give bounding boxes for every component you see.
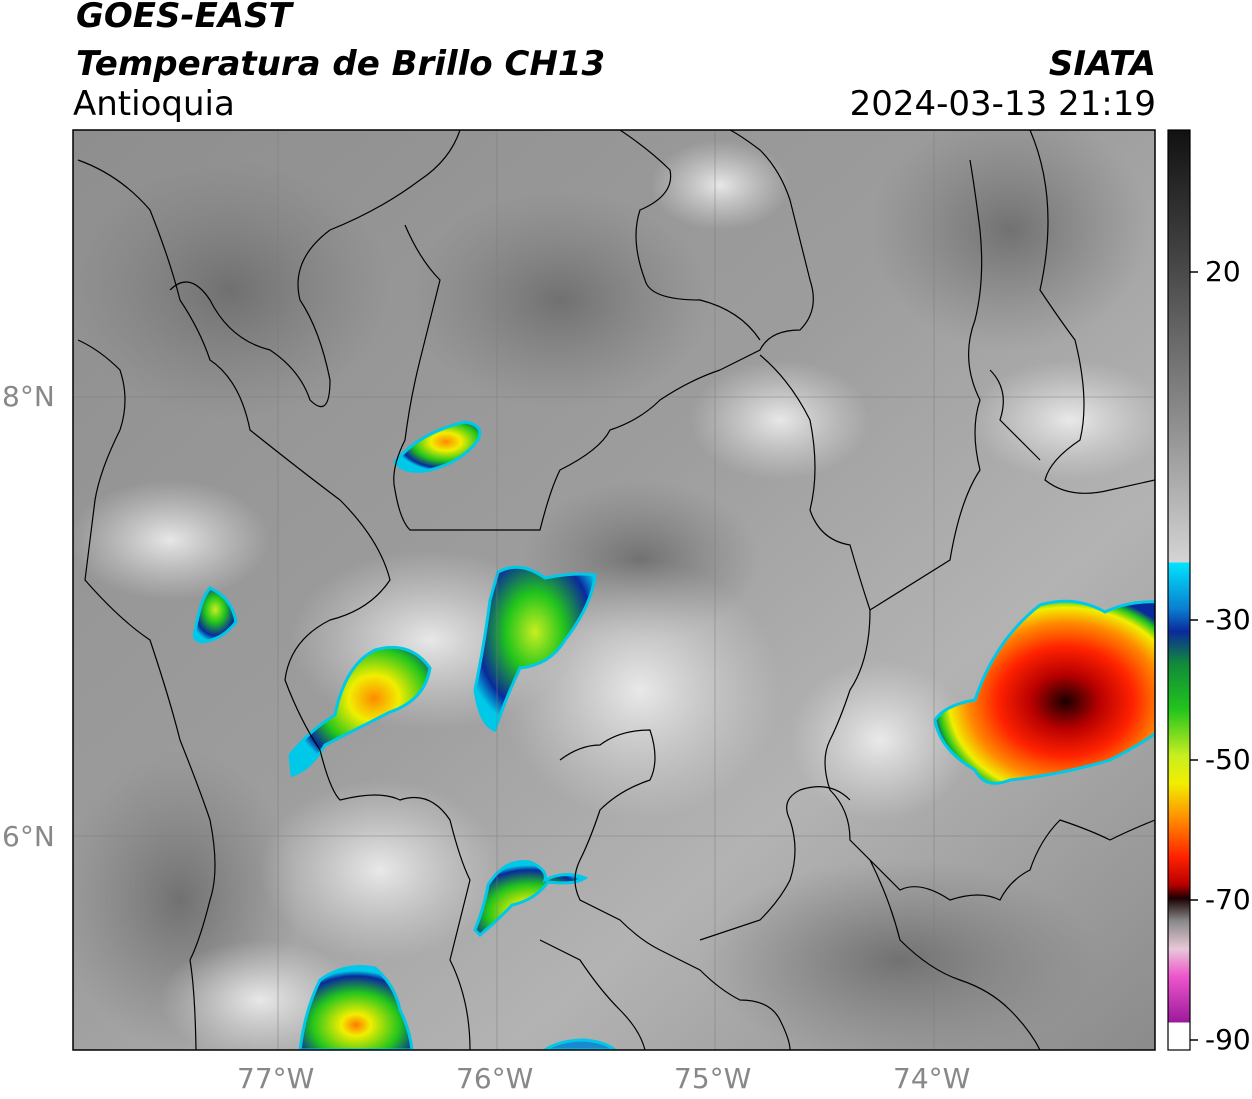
lon-label-77W: 77°W: [237, 1062, 315, 1095]
storm-cell-midwest: [288, 645, 432, 777]
timestamp-label: 2024-03-13 21:19: [849, 84, 1156, 124]
lon-label-74W: 74°W: [893, 1062, 971, 1095]
colorbar-label-minus90: -90: [1205, 1023, 1251, 1056]
satellite-title: GOES-EAST: [76, 0, 292, 36]
storm-cell-center: [473, 565, 597, 732]
lon-label-76W: 76°W: [456, 1062, 534, 1095]
boundaries: [77, 130, 1155, 1050]
colorbar-label-20: 20: [1205, 255, 1241, 288]
organization-label: SIATA: [1048, 44, 1156, 84]
storm-cell-bottom: [542, 1038, 618, 1050]
graticule: [73, 130, 1155, 1050]
colorbar-ticks: [1190, 271, 1198, 1041]
lon-label-75W: 75°W: [674, 1062, 752, 1095]
colorbar-label-minus70: -70: [1205, 883, 1251, 916]
colorbar-label-minus50: -50: [1205, 743, 1251, 776]
storm-cell-southwest: [298, 965, 414, 1050]
colorbar-label-minus30: -30: [1205, 603, 1251, 636]
region-subtitle: Antioquia: [73, 84, 235, 124]
lat-label-8N: 8°N: [2, 380, 55, 413]
storm-cell-west: [192, 586, 238, 644]
map-frame: [72, 129, 1156, 1051]
lat-label-6N: 6°N: [2, 820, 55, 853]
colorbar: [1167, 129, 1191, 1051]
storm-cell-north: [393, 420, 482, 473]
storm-cell-south: [473, 859, 589, 938]
product-title: Temperatura de Brillo CH13: [76, 44, 606, 84]
storm-complex-east: [933, 599, 1155, 785]
